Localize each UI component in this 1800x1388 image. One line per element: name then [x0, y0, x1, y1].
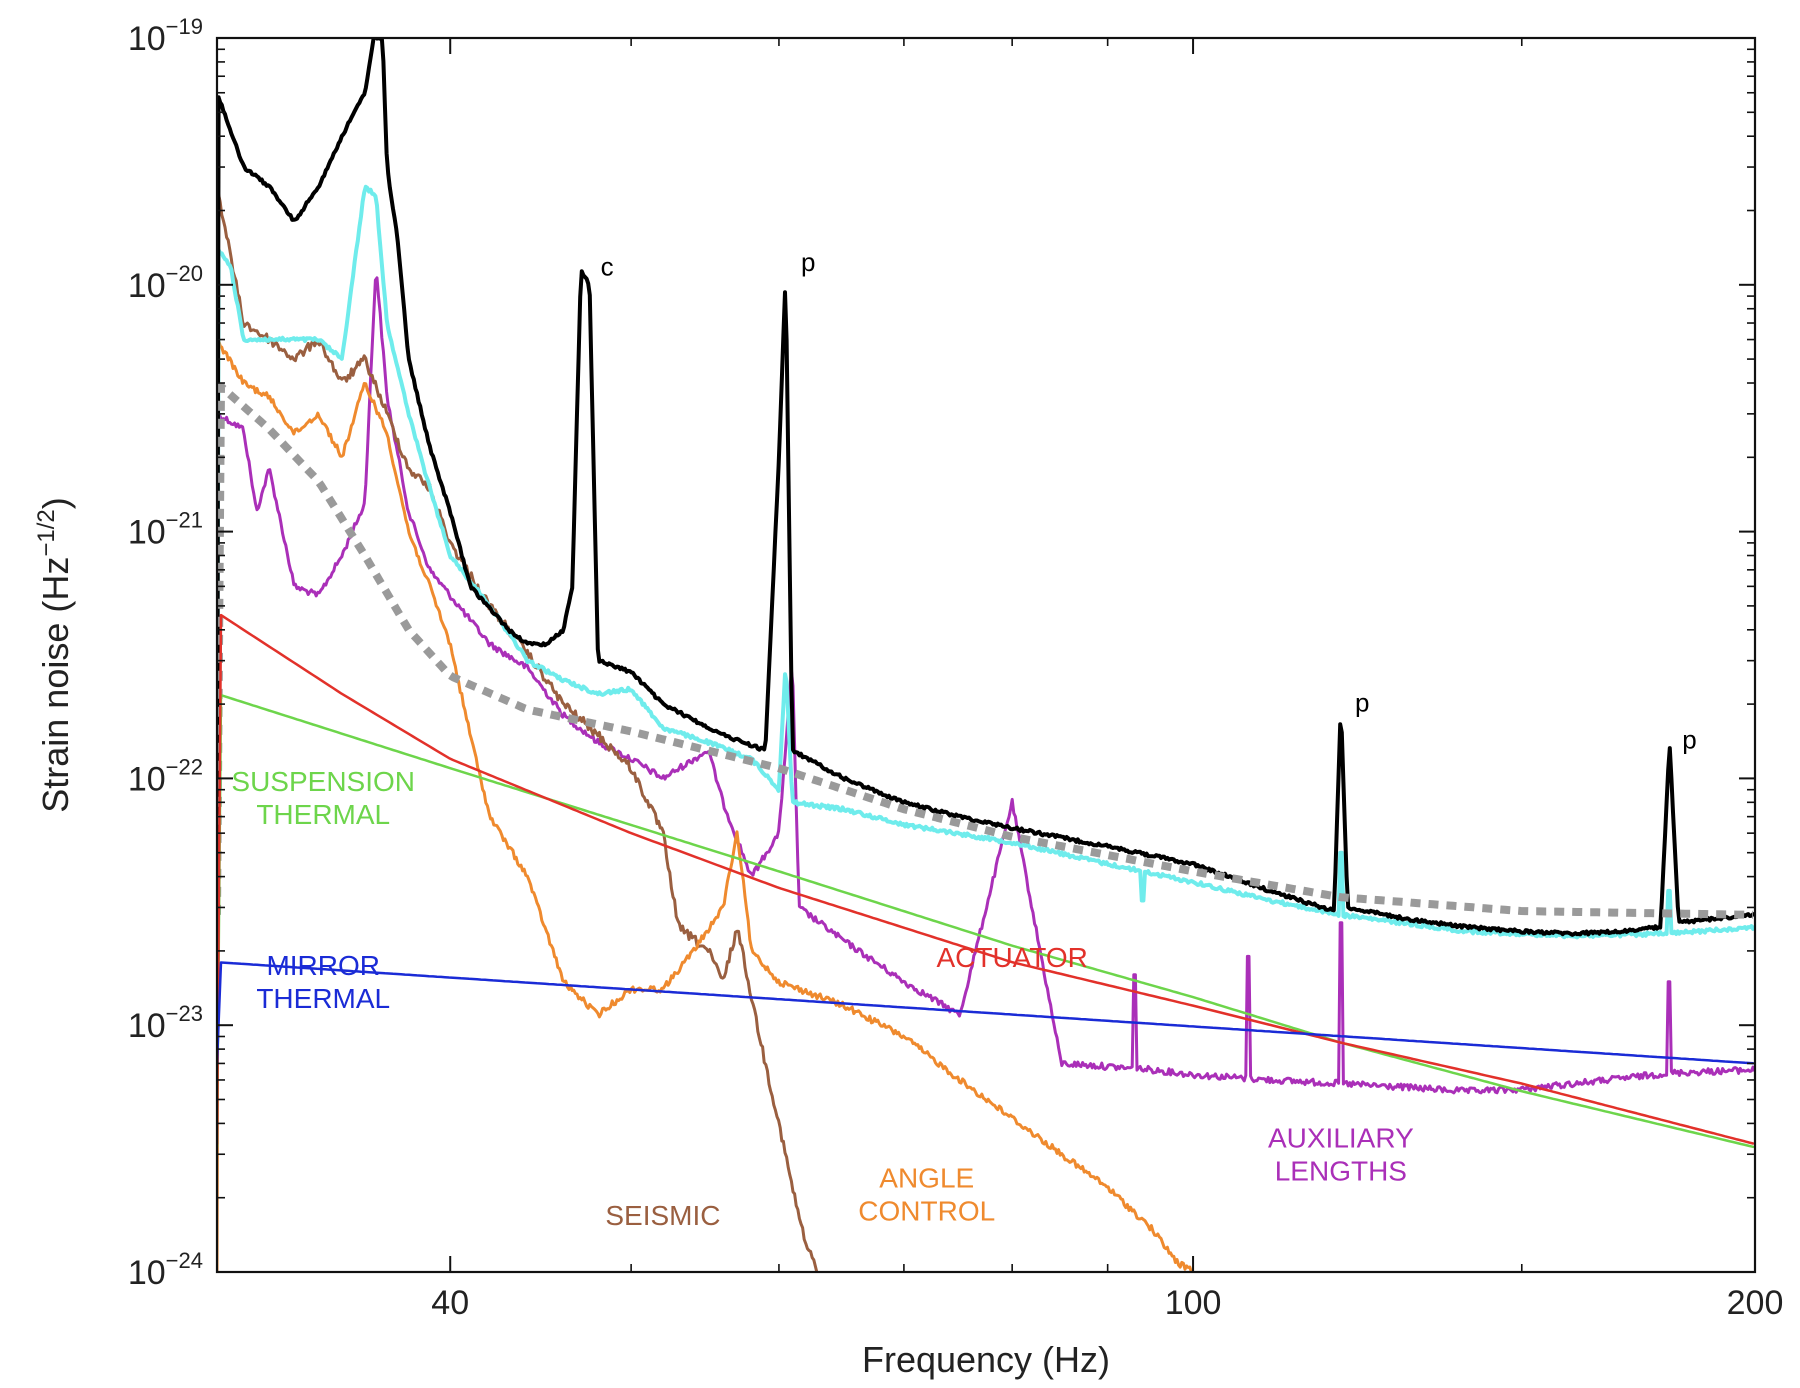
series-layer: [217, 38, 1755, 1272]
series-5-curve: [217, 382, 1754, 919]
y-tick-label: 10−21: [128, 508, 203, 552]
y-tick-label: 10−24: [128, 1248, 203, 1292]
x-tick-label: 100: [1165, 1284, 1222, 1322]
auxiliary-lengths-noise-curve: [217, 276, 1755, 1095]
peak-label-p: p: [801, 247, 815, 277]
y-tick-label: 10−23: [128, 1001, 203, 1045]
mirror-thermal-noise-curve: [217, 961, 1755, 1065]
series-label-auxiliary: AUXILIARY: [1268, 1122, 1414, 1153]
x-tick-label: 40: [431, 1284, 469, 1322]
series-label-angle: ANGLE: [879, 1162, 974, 1193]
y-tick-label: 10−20: [128, 261, 203, 305]
series-label-seismic: SEISMIC: [605, 1200, 720, 1231]
seismic-noise-curve: [217, 192, 819, 1272]
y-tick-label: 10−19: [128, 14, 203, 58]
y-axis-title: Strain noise (Hz−1/2): [33, 497, 76, 813]
series-label-suspension: SUSPENSION: [231, 766, 415, 797]
x-axis-title: Frequency (Hz): [862, 1339, 1110, 1380]
axis-layer: 10−19 10−20 10−21 10−22 10−23 10−24 40 100 200 Fr…: [33, 14, 1783, 1380]
series-3-curve: [217, 184, 1755, 940]
series-label-control: CONTROL: [858, 1195, 995, 1226]
peak-label-p: p: [1682, 725, 1696, 755]
peak-label-p: p: [1355, 687, 1369, 717]
series-label-thermal: THERMAL: [256, 983, 390, 1014]
actuator-noise-curve: [217, 613, 1755, 1146]
peak-label-c: c: [601, 251, 614, 281]
x-tick-label: 200: [1727, 1284, 1784, 1322]
y-tick-label: 10−22: [128, 754, 203, 798]
series-label-lengths: LENGTHS: [1275, 1155, 1407, 1186]
series-label-mirror: MIRROR: [266, 950, 380, 981]
series-label-actuator: ACTUATOR: [936, 942, 1087, 973]
series-4-curve: [217, 38, 1755, 937]
suspension-thermal-noise-curve: [217, 693, 1755, 1149]
series-label-thermal: THERMAL: [256, 799, 390, 830]
angle-control-noise-curve: [217, 338, 1195, 1272]
plot-frame: [215, 36, 1757, 1274]
